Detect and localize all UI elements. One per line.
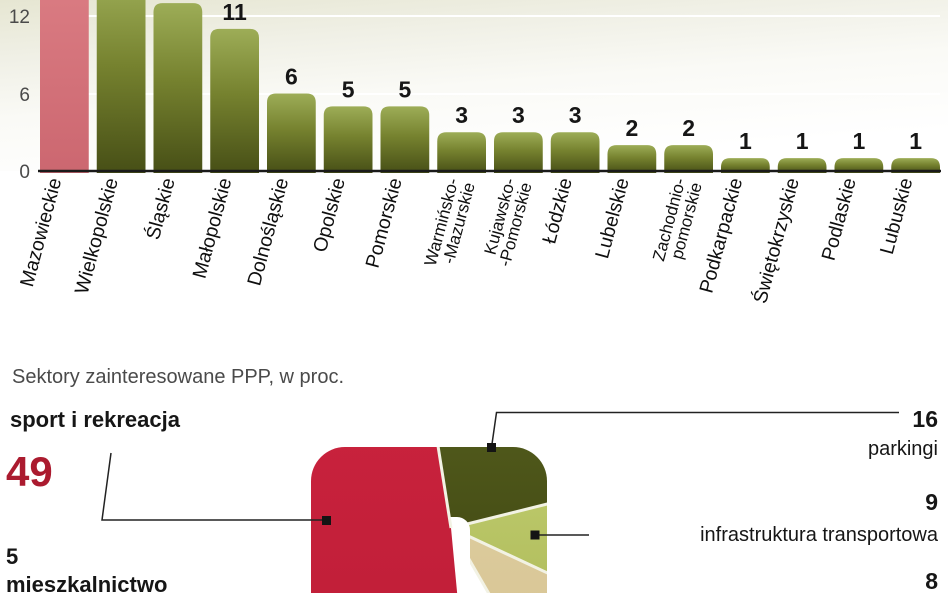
svg-text:2: 2 (682, 115, 695, 141)
svg-text:parkingi: parkingi (868, 438, 938, 460)
svg-text:5: 5 (399, 76, 412, 102)
svg-text:Pomorskie: Pomorskie (362, 176, 407, 271)
svg-text:Wielkopolskie: Wielkopolskie (71, 176, 123, 297)
svg-text:Lubelskie: Lubelskie (591, 176, 634, 261)
svg-text:Świętokrzyskie: Świętokrzyskie (747, 175, 804, 306)
svg-text:Sektory zainteresowane PPP, w: Sektory zainteresowane PPP, w proc. (12, 366, 344, 388)
svg-text:11: 11 (222, 0, 247, 25)
svg-text:infrastruktura transportowa: infrastruktura transportowa (700, 524, 939, 546)
svg-text:2: 2 (626, 115, 639, 141)
svg-text:6: 6 (19, 85, 30, 106)
svg-text:Małopolskie: Małopolskie (189, 176, 237, 281)
svg-text:5: 5 (342, 76, 355, 102)
svg-text:1: 1 (909, 128, 922, 154)
svg-text:Łódzkie: Łódzkie (538, 176, 577, 247)
svg-text:sport i rekreacja: sport i rekreacja (10, 407, 181, 432)
svg-text:1: 1 (739, 128, 752, 154)
svg-text:Opolskie: Opolskie (309, 176, 350, 255)
svg-text:8: 8 (925, 568, 938, 593)
svg-text:0: 0 (19, 162, 30, 183)
svg-text:5: 5 (6, 544, 18, 569)
svg-text:6: 6 (285, 64, 298, 90)
svg-text:1: 1 (796, 128, 809, 154)
svg-text:3: 3 (512, 102, 525, 128)
svg-text:3: 3 (569, 102, 582, 128)
svg-text:9: 9 (925, 489, 938, 515)
svg-text:Lubuskie: Lubuskie (876, 176, 917, 257)
svg-text:Dolnośląskie: Dolnośląskie (243, 176, 293, 288)
svg-text:1: 1 (853, 128, 866, 154)
svg-text:Śląskie: Śląskie (140, 175, 179, 242)
svg-text:3: 3 (455, 102, 468, 128)
svg-text:mieszkalnictwo: mieszkalnictwo (6, 572, 167, 593)
svg-text:49: 49 (6, 448, 53, 495)
svg-text:16: 16 (912, 406, 938, 432)
svg-text:Podlaskie: Podlaskie (818, 176, 861, 263)
svg-text:12: 12 (9, 7, 30, 28)
svg-text:Mazowieckie: Mazowieckie (16, 176, 66, 290)
